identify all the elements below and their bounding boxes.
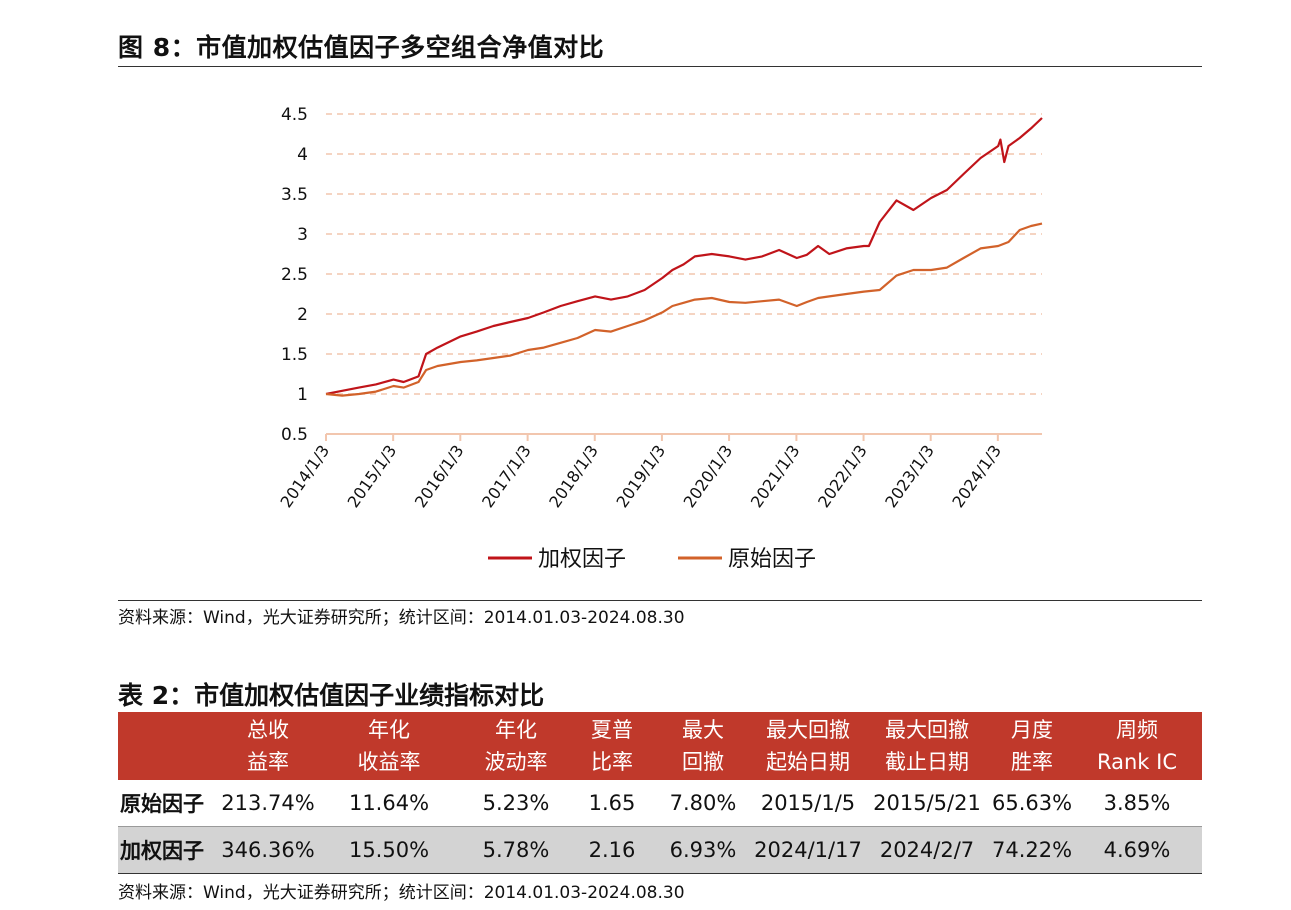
cell-total-return: 346.36%: [218, 826, 318, 874]
header-max-drawdown: 最大 回撤: [652, 712, 754, 780]
cell-drawdown-start: 2024/1/17: [754, 826, 862, 874]
header-cell-row-label: [118, 712, 218, 780]
y-tick-label: 3.5: [281, 185, 308, 205]
x-tick-label: 2015/1/3: [344, 441, 401, 511]
cell-annual-return: 11.64%: [318, 780, 460, 827]
cell-drawdown-start: 2015/1/5: [754, 780, 862, 827]
cell-max-drawdown: 7.80%: [652, 780, 754, 827]
y-tick-label: 1: [297, 385, 308, 405]
y-tick-label: 4.5: [281, 105, 308, 125]
row-label: 原始因子: [118, 780, 218, 827]
cell-max-drawdown: 6.93%: [652, 826, 754, 874]
x-tick-label: 2023/1/3: [881, 441, 938, 511]
cell-sharpe: 1.65: [572, 780, 652, 827]
performance-table: 总收 益率 年化 收益率 年化 波动率 夏普 比率 最大 回撤 最大回撤 起始日期 最大回撤…: [118, 712, 1202, 874]
x-tick-label: 2020/1/3: [680, 441, 737, 511]
series-line-original: [325, 222, 1043, 397]
y-tick-label: 2.5: [281, 265, 308, 285]
legend: 加权因子 原始因子: [488, 547, 816, 572]
cell-annual-volatility: 5.23%: [460, 780, 572, 827]
legend-label: 加权因子: [538, 547, 626, 572]
line-chart: 0.5 1 1.5 2 2.5 3 3.5 4 4.5 2014/1/3 2015/1/3 2016…: [276, 105, 1043, 572]
cell-annual-volatility: 5.78%: [460, 826, 572, 874]
cell-drawdown-end: 2015/5/21: [862, 780, 992, 827]
x-tick-label: 2017/1/3: [478, 441, 535, 511]
header-annual-volatility: 年化 波动率: [460, 712, 572, 780]
figure-title-rule: [118, 66, 1202, 67]
x-tick-label: 2016/1/3: [411, 441, 468, 511]
x-tick-label: 2021/1/3: [747, 441, 804, 511]
table-row-original: 原始因子 213.74% 11.64% 5.23% 1.65 7.80% 201…: [118, 780, 1202, 827]
y-tick-label: 0.5: [281, 425, 308, 445]
header-drawdown-end: 最大回撤 截止日期: [862, 712, 992, 780]
x-axis: 2014/1/3 2015/1/3 2016/1/3 2017/1/3 2018/1/3…: [276, 433, 1042, 511]
x-tick-label: 2019/1/3: [612, 441, 669, 511]
y-tick-label: 2: [297, 305, 308, 325]
cell-annual-return: 15.50%: [318, 826, 460, 874]
gridlines: [326, 113, 1042, 395]
table-source: 资料来源：Wind，光大证券研究所；统计区间：2014.01.03-2024.0…: [118, 883, 685, 903]
header-sharpe: 夏普 比率: [572, 712, 652, 780]
legend-label: 原始因子: [728, 547, 816, 572]
header-weekly-rank-ic: 周频 Rank IC: [1072, 712, 1202, 780]
x-tick-label: 2014/1/3: [276, 441, 333, 511]
x-tick-label: 2024/1/3: [948, 441, 1005, 511]
cell-drawdown-end: 2024/2/7: [862, 826, 992, 874]
x-tick-label: 2022/1/3: [814, 441, 871, 511]
cell-monthly-winrate: 65.63%: [992, 780, 1072, 827]
y-tick-label: 1.5: [281, 345, 308, 365]
figure-source: 资料来源：Wind，光大证券研究所；统计区间：2014.01.03-2024.0…: [118, 608, 685, 628]
cell-sharpe: 2.16: [572, 826, 652, 874]
y-tick-label: 4: [297, 145, 308, 165]
cell-monthly-winrate: 74.22%: [992, 826, 1072, 874]
header-annual-return: 年化 收益率: [318, 712, 460, 780]
x-tick-label: 2018/1/3: [545, 441, 602, 511]
y-axis-ticks: 0.5 1 1.5 2 2.5 3 3.5 4 4.5: [281, 105, 308, 445]
row-label: 加权因子: [118, 826, 218, 874]
series-lines: [325, 117, 1043, 397]
cell-weekly-rank-ic: 3.85%: [1072, 780, 1202, 827]
y-tick-label: 3: [297, 225, 308, 245]
cell-weekly-rank-ic: 4.69%: [1072, 826, 1202, 874]
figure-source-rule: [118, 600, 1202, 601]
table-title: 表 2：市值加权估值因子业绩指标对比: [118, 681, 545, 710]
header-drawdown-start: 最大回撤 起始日期: [754, 712, 862, 780]
header-total-return: 总收 益率: [218, 712, 318, 780]
cell-total-return: 213.74%: [218, 780, 318, 827]
header-monthly-winrate: 月度 胜率: [992, 712, 1072, 780]
table-row-weighted: 加权因子 346.36% 15.50% 5.78% 2.16 6.93% 202…: [118, 826, 1202, 874]
figure-title: 图 8：市值加权估值因子多空组合净值对比: [118, 33, 605, 62]
table-header-row: 总收 益率 年化 收益率 年化 波动率 夏普 比率 最大 回撤 最大回撤 起始日期 最大回撤…: [118, 712, 1202, 780]
series-line-weighted: [325, 117, 1043, 396]
